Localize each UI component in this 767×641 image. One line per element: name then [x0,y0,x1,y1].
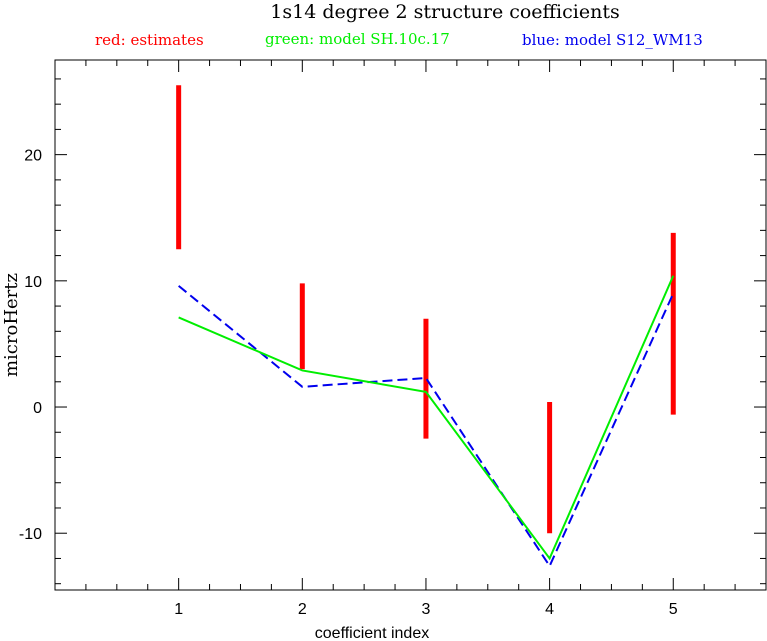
y-axis-label: microHertz [1,273,22,377]
y-tick-label: 10 [24,274,42,291]
legend-model-s12: blue: model S12_WM13 [522,31,703,49]
x-tick-label: 1 [174,601,183,618]
x-tick-label: 4 [545,601,554,618]
tick-labels: 1 2 3 4 5 -10 0 10 20 [19,148,678,618]
y-tick-label: 20 [24,148,42,165]
x-tick-label: 3 [422,601,431,618]
axis-ticks [55,60,766,590]
x-tick-label: 5 [669,601,678,618]
x-tick-label: 2 [298,601,307,618]
y-tick-label: 0 [33,400,42,417]
y-tick-label: -10 [19,526,42,543]
x-axis-label: coefficient index [315,625,429,641]
chart-title: 1s14 degree 2 structure coefficients [270,1,619,23]
legend-estimates: red: estimates [95,31,204,49]
data-marks [176,85,676,569]
plot-frame [54,59,767,591]
legend-model-sh: green: model SH.10c.17 [265,30,450,48]
series-line-sh10c17 [178,275,675,561]
